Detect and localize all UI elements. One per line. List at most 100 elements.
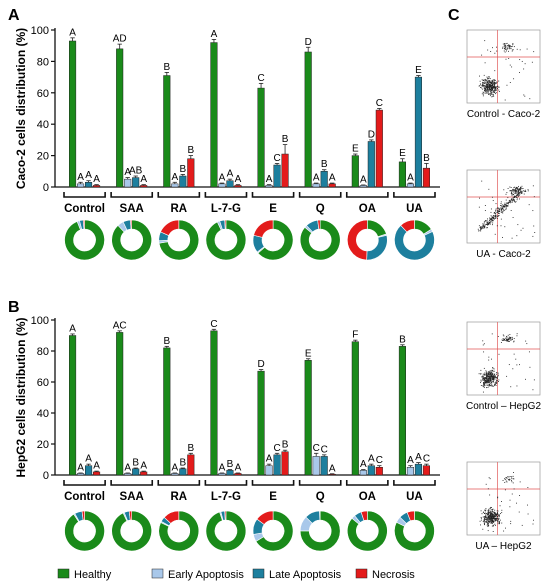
flow-dot	[498, 208, 500, 210]
flow-dot	[506, 192, 508, 194]
flow-dot	[489, 221, 491, 223]
flow-dot	[508, 46, 510, 48]
flow-dot	[506, 84, 508, 86]
flow-dot	[494, 87, 495, 89]
flow-dot	[495, 519, 497, 521]
flow-plot-4: UA – HepG2	[466, 461, 541, 552]
flow-dot	[497, 515, 499, 517]
flow-dot	[500, 342, 502, 343]
flow-dot	[512, 368, 514, 370]
flow-dot	[519, 189, 521, 190]
flow-dot	[493, 518, 495, 520]
flow-dot	[518, 511, 520, 513]
flow-dot	[483, 225, 485, 227]
flow-dot	[519, 191, 521, 193]
x-tick-label: SAA	[120, 491, 144, 503]
flow-dot	[533, 51, 535, 53]
flow-dot	[485, 90, 486, 92]
flow-dot	[504, 46, 506, 48]
flow-dot	[483, 224, 485, 226]
bar-necrosis-l-7-g	[234, 473, 242, 476]
flow-dot	[478, 85, 480, 87]
flow-dot	[518, 191, 520, 193]
flow-dot	[490, 518, 492, 519]
donut-slice-necrosis-oa	[360, 510, 368, 521]
flow-dot	[497, 88, 498, 90]
flow-dot	[513, 341, 515, 343]
bar-necrosis-ua	[422, 465, 430, 476]
flow-dot	[487, 381, 489, 383]
flow-dot	[494, 516, 496, 518]
flow-dot	[508, 476, 510, 478]
flow-dot	[505, 48, 507, 50]
flow-dot	[489, 377, 491, 379]
significance-letter: C	[257, 73, 264, 84]
flow-dot	[484, 377, 486, 379]
flow-dot	[487, 83, 489, 85]
flow-dot	[488, 524, 490, 526]
flow-dot	[488, 81, 489, 83]
significance-letter: C	[273, 153, 280, 164]
flow-dot	[481, 226, 483, 228]
flow-dot	[484, 84, 486, 86]
flow-dot	[487, 83, 489, 85]
flow-dot	[517, 190, 519, 192]
flow-plot-1: Control - Caco-2	[466, 29, 541, 120]
flow-dot	[494, 218, 496, 219]
bar-healthy-e	[257, 370, 265, 476]
flow-dot	[494, 513, 496, 515]
flow-dot	[507, 339, 509, 341]
flow-dot	[487, 376, 489, 378]
flow-dot	[483, 343, 485, 345]
flow-dot	[493, 86, 495, 88]
flow-dot	[485, 375, 487, 377]
flow-dot	[510, 339, 512, 341]
flow-dot	[493, 370, 495, 372]
x-tick-label: RA	[171, 491, 188, 503]
flow-dot	[509, 201, 511, 203]
donut-slice-healthy-e	[255, 510, 294, 552]
bar-healthy-control	[69, 40, 77, 188]
flow-dot	[487, 379, 489, 381]
flow-dot	[502, 206, 504, 208]
flow-dot	[493, 514, 495, 516]
flow-dot	[496, 377, 498, 379]
flow-dot	[496, 379, 497, 381]
significance-letter: A	[85, 454, 92, 465]
bar-healthy-oa	[351, 341, 359, 476]
flow-dot	[501, 522, 503, 524]
legend-swatch-necrosis	[355, 568, 368, 579]
flow-dot	[494, 377, 496, 378]
flow-dot	[519, 189, 521, 191]
flow-dot	[499, 522, 500, 524]
flow-dot	[496, 85, 498, 87]
flow-dot	[487, 223, 489, 225]
flow-dot	[500, 225, 502, 227]
flow-dot	[513, 190, 515, 192]
flow-dot	[496, 513, 498, 515]
flow-dot	[487, 372, 489, 374]
flow-dot	[514, 192, 516, 194]
flow-dot	[515, 196, 517, 198]
flow-dot	[490, 513, 492, 515]
flow-dot	[495, 210, 497, 212]
flow-dot	[504, 478, 506, 480]
flow-dot	[508, 479, 510, 481]
flow-dot	[492, 87, 494, 89]
flow-dot	[520, 187, 522, 189]
flow-dot	[501, 501, 502, 502]
flow-dot	[497, 496, 499, 498]
flow-dot	[494, 383, 496, 385]
flow-dot	[493, 83, 495, 85]
flow-dot	[520, 193, 522, 194]
flow-dot	[480, 510, 482, 512]
flow-dot	[521, 188, 523, 190]
flow-dot	[506, 48, 508, 50]
bar-late-apoptosis-e	[273, 454, 281, 476]
flow-dot	[497, 212, 499, 213]
flow-dot	[521, 185, 523, 187]
bar-necrosis-control	[93, 471, 101, 476]
flow-dot	[512, 49, 514, 51]
significance-letter: A	[360, 459, 367, 470]
